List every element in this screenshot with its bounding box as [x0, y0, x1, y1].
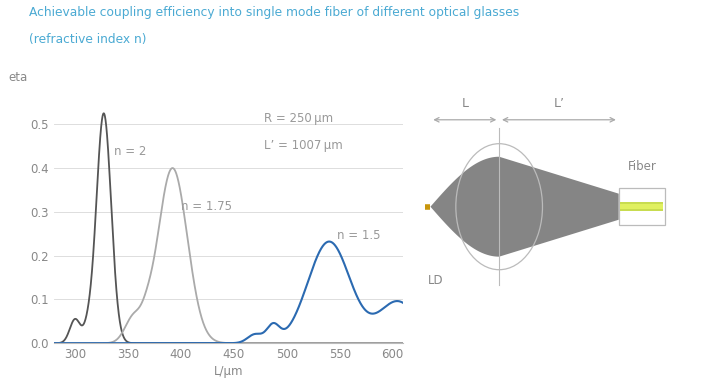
Text: LD: LD [428, 274, 443, 287]
Text: n = 2: n = 2 [114, 145, 147, 158]
Bar [620, 202, 664, 211]
Text: (refractive index n): (refractive index n) [29, 33, 146, 46]
X-axis label: L/μm: L/μm [214, 365, 243, 378]
Text: L’ = 1007 μm: L’ = 1007 μm [264, 138, 342, 152]
Text: Achievable coupling efficiency into single mode fiber of different optical glass: Achievable coupling efficiency into sing… [29, 6, 519, 19]
Bar [618, 188, 665, 225]
Polygon shape [431, 157, 618, 257]
Text: L: L [462, 97, 468, 110]
Text: n = 1.75: n = 1.75 [181, 200, 232, 213]
Bar [620, 204, 664, 209]
Text: n = 1.5: n = 1.5 [336, 229, 380, 242]
Text: Fiber: Fiber [627, 160, 656, 173]
Text: L’: L’ [554, 97, 564, 110]
Text: eta: eta [9, 71, 28, 83]
Text: R = 250 μm: R = 250 μm [264, 112, 333, 125]
